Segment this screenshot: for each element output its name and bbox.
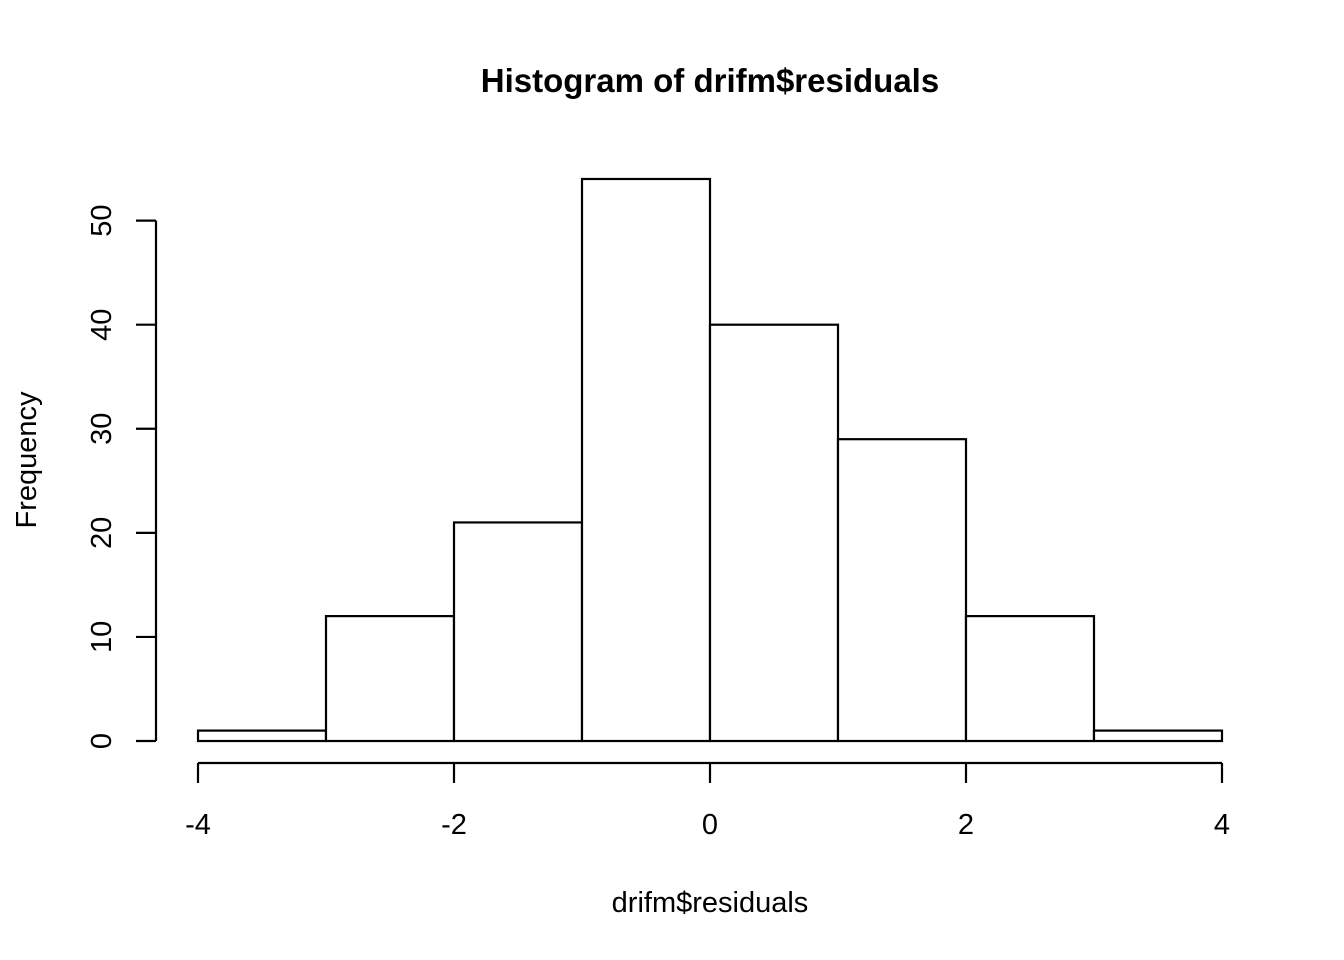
y-tick-label: 20 <box>86 517 118 549</box>
x-axis: -4 -2 0 2 4 <box>185 761 1230 841</box>
histogram-bar <box>196 729 328 743</box>
x-tick-label: -4 <box>185 809 211 841</box>
histogram-bar <box>452 521 584 743</box>
histogram-bar <box>1092 729 1224 743</box>
chart-title: Histogram of drifm$residuals <box>481 62 939 99</box>
histogram-bar <box>708 323 840 743</box>
y-tick-label: 0 <box>86 733 118 749</box>
histogram-bar <box>964 615 1096 743</box>
y-tick-label: 30 <box>86 413 118 445</box>
histogram-bar <box>324 615 456 743</box>
x-tick-label: 0 <box>702 809 718 841</box>
x-tick-label: 4 <box>1214 809 1230 841</box>
y-tick-label: 50 <box>86 204 118 236</box>
y-axis: 0 10 20 30 40 50 <box>86 204 158 749</box>
histogram-bar <box>836 438 968 743</box>
histogram-bar <box>580 177 712 743</box>
y-tick-label: 40 <box>86 309 118 341</box>
x-axis-label: drifm$residuals <box>612 887 809 919</box>
y-axis-label: Frequency <box>11 391 43 529</box>
bars-group <box>196 177 1224 743</box>
y-tick-label: 10 <box>86 621 118 653</box>
x-tick-label: 2 <box>958 809 974 841</box>
x-tick-label: -2 <box>441 809 467 841</box>
